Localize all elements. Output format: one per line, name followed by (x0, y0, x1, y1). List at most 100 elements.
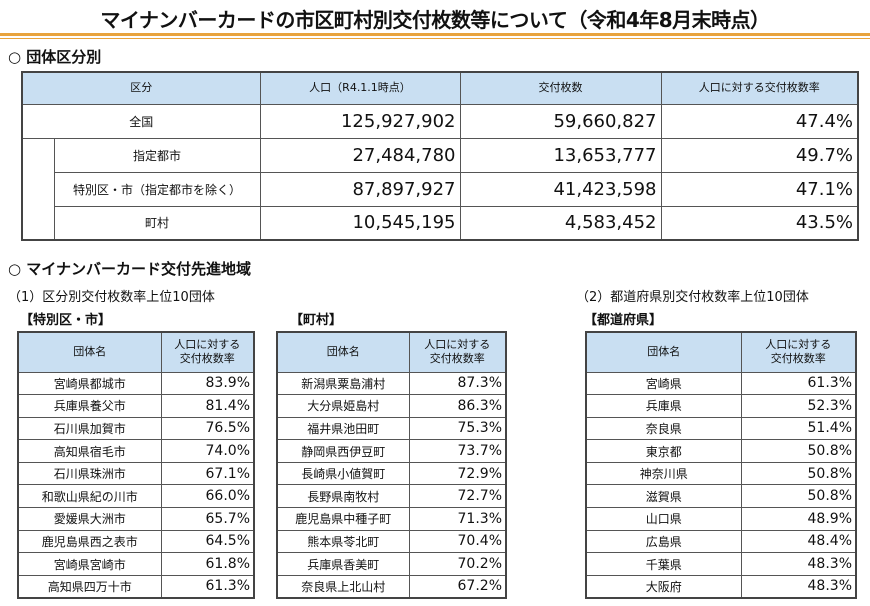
header-name: 団体名 (585, 331, 742, 373)
table-row: 宮崎県都城市 83.9% (17, 371, 255, 396)
rate-cell: 47.4% (660, 103, 859, 139)
municipality-name: 兵庫県 (585, 394, 742, 418)
table-header-row: 団体名 人口に対する交付枚数率 (17, 331, 255, 373)
rate-cell: 86.3% (408, 394, 507, 418)
population-cell: 125,927,902 (259, 103, 461, 139)
municipality-name: 鹿児島県中種子町 (276, 507, 410, 531)
header-name: 団体名 (276, 331, 410, 373)
rate-cell: 72.7% (408, 484, 507, 509)
table-row: 千葉県 48.3% (585, 552, 857, 576)
municipality-name: 石川県加賀市 (17, 416, 162, 441)
rate-cell: 61.3% (740, 371, 857, 396)
municipality-name: 高知県四万十市 (17, 574, 162, 599)
municipality-name: 和歌山県紀の川市 (17, 484, 162, 509)
rate-cell: 48.3% (740, 552, 857, 576)
rate-cell: 48.9% (740, 507, 857, 531)
table-row: 石川県加賀市 76.5% (17, 416, 255, 441)
table-row: 指定都市 27,484,780 13,653,777 49.7% (22, 137, 859, 240)
table-row: 兵庫県香美町 70.2% (276, 552, 507, 576)
rate-cell: 64.5% (160, 529, 255, 554)
table-row: 奈良県上北山村 67.2% (276, 574, 507, 599)
rate-cell: 65.7% (160, 507, 255, 531)
table-row: 特別区・市（指定都市を除く） 87,897,927 41,423,598 47.… (22, 171, 859, 207)
rate-cell: 52.3% (740, 394, 857, 418)
table-row: 長野県南牧村 72.7% (276, 484, 507, 509)
header-population: 人口（R4.1.1時点） (259, 71, 461, 105)
municipality-name: 鹿児島県西之表市 (17, 529, 162, 554)
rate-cell: 71.3% (408, 507, 507, 531)
table-row: 広島県 48.4% (585, 529, 857, 554)
rate-cell: 76.5% (160, 416, 255, 441)
table-row: 東京都 50.8% (585, 439, 857, 463)
rate-cell: 49.7% (660, 137, 859, 173)
municipality-name: 宮崎県都城市 (17, 371, 162, 396)
population-cell: 87,897,927 (259, 171, 461, 207)
rate-cell: 48.4% (740, 529, 857, 554)
header-rate: 人口に対する交付枚数率 (408, 331, 507, 373)
table-row: 山口県 48.9% (585, 507, 857, 531)
issued-cell: 4,583,452 (459, 205, 662, 241)
table-row: 町村 10,545,195 4,583,452 43.5% (22, 205, 859, 241)
row-label: 全国 (21, 103, 261, 139)
cities-table: 団体名 人口に対する交付枚数率 宮崎県都城市 83.9% 兵庫県養父市 81.4… (17, 331, 255, 599)
section-heading-category: ○ 団体区分別 (8, 48, 102, 66)
rate-cell: 74.0% (160, 439, 255, 463)
rate-cell: 50.8% (740, 484, 857, 509)
rate-cell: 70.2% (408, 552, 507, 576)
header-issued: 交付枚数 (459, 71, 662, 105)
municipality-name: 千葉県 (585, 552, 742, 576)
title-divider-thin (0, 38, 870, 39)
rate-cell: 43.5% (660, 205, 859, 241)
table-row: 神奈川県 50.8% (585, 461, 857, 486)
rate-cell: 51.4% (740, 416, 857, 441)
table-row: 高知県宿毛市 74.0% (17, 439, 255, 463)
municipality-name: 滋賀県 (585, 484, 742, 509)
table-row: 熊本県苓北町 70.4% (276, 529, 507, 554)
municipality-name: 奈良県上北山村 (276, 574, 410, 599)
rate-cell: 83.9% (160, 371, 255, 396)
rate-cell: 66.0% (160, 484, 255, 509)
header-name: 団体名 (17, 331, 162, 373)
rate-cell: 75.3% (408, 416, 507, 441)
page-title: マイナンバーカードの市区町村別交付枚数等について（令和4年8月末時点） (100, 8, 770, 32)
table-row: 福井県池田町 75.3% (276, 416, 507, 441)
municipality-name: 兵庫県養父市 (17, 394, 162, 418)
municipality-name: 宮崎県宮崎市 (17, 552, 162, 576)
table-row: 兵庫県養父市 81.4% (17, 394, 255, 418)
title-divider (0, 33, 870, 36)
table-row: 新潟県粟島浦村 87.3% (276, 371, 507, 396)
label-cities: 【特別区・市】 (20, 313, 112, 328)
municipality-name: 大分県姫島村 (276, 394, 410, 418)
rate-cell: 50.8% (740, 439, 857, 463)
table-row: 静岡県西伊豆町 73.7% (276, 439, 507, 463)
rate-cell: 47.1% (660, 171, 859, 207)
rate-cell: 50.8% (740, 461, 857, 486)
header-category: 区分 (21, 71, 261, 105)
header-rate-text: 人口に対する交付枚数率 (174, 338, 241, 366)
table-row: 高知県四万十市 61.3% (17, 574, 255, 599)
table-row: 愛媛県大洲市 65.7% (17, 507, 255, 531)
prefectures-table: 団体名 人口に対する交付枚数率 宮崎県 61.3% 兵庫県 52.3% 奈良県 … (585, 331, 857, 599)
category-table: 区分 人口（R4.1.1時点） 交付枚数 人口に対する交付枚数率 全国 125,… (21, 71, 859, 241)
rate-cell: 67.1% (160, 461, 255, 486)
municipality-name: 石川県珠洲市 (17, 461, 162, 486)
rate-cell: 67.2% (408, 574, 507, 599)
rate-cell: 61.8% (160, 552, 255, 576)
municipality-name: 愛媛県大洲市 (17, 507, 162, 531)
table-row: 大阪府 48.3% (585, 574, 857, 599)
table-row: 大分県姫島村 86.3% (276, 394, 507, 418)
table-row: 鹿児島県中種子町 71.3% (276, 507, 507, 531)
table-row: 兵庫県 52.3% (585, 394, 857, 418)
rate-cell: 48.3% (740, 574, 857, 599)
table-row: 宮崎県 61.3% (585, 371, 857, 396)
municipality-name: 兵庫県香美町 (276, 552, 410, 576)
municipality-name: 長崎県小値賀町 (276, 461, 410, 486)
rate-cell: 73.7% (408, 439, 507, 463)
municipality-name: 福井県池田町 (276, 416, 410, 441)
municipality-name: 奈良県 (585, 416, 742, 441)
issued-cell: 41,423,598 (459, 171, 662, 207)
subheading-by-prefecture: （2）都道府県別交付枚数率上位10団体 (576, 290, 809, 305)
table-row: 滋賀県 50.8% (585, 484, 857, 509)
header-rate: 人口に対する交付枚数率 (740, 331, 857, 373)
label-towns: 【町村】 (290, 313, 343, 328)
